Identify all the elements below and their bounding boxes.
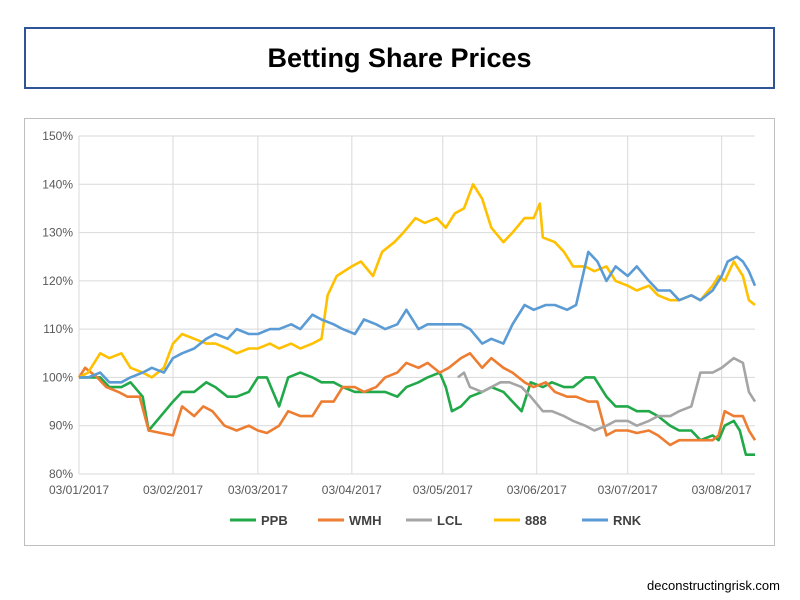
- x-tick-label: 03/01/2017: [49, 483, 109, 497]
- y-tick-label: 130%: [42, 226, 73, 240]
- chart-area: 80% 90% 100% 110% 120% 130% 140% 150% 03/01/201…: [24, 118, 775, 546]
- legend-label-wmh: WMH: [349, 513, 382, 528]
- legend-label-lcl: LCL: [437, 513, 462, 528]
- x-tick-label: 03/08/2017: [692, 483, 752, 497]
- x-tick-label: 03/06/2017: [507, 483, 567, 497]
- legend-label-ppb: PPB: [261, 513, 288, 528]
- y-tick-label: 140%: [42, 177, 73, 191]
- y-tick-label: 120%: [42, 274, 73, 288]
- series-line-lcl: [457, 356, 757, 432]
- series-line-ppb: [79, 371, 755, 456]
- series-lines: [77, 183, 757, 456]
- chart-title: Betting Share Prices: [267, 42, 532, 73]
- legend-label-rnk: RNK: [613, 513, 642, 528]
- y-tick-label: 100%: [42, 370, 73, 384]
- x-tick-label: 03/02/2017: [143, 483, 203, 497]
- series-line-rnk: [79, 250, 757, 384]
- y-tick-label: 150%: [42, 129, 73, 143]
- y-tick-label: 80%: [49, 467, 73, 481]
- legend-label-888: 888: [525, 513, 547, 528]
- series-line-wmh: [77, 352, 757, 447]
- chart-legend: PPB WMH LCL 888 RNK: [230, 513, 642, 528]
- y-tick-label: 110%: [43, 322, 73, 336]
- y-tick-label: 90%: [49, 419, 73, 433]
- y-axis-tick-labels: 80% 90% 100% 110% 120% 130% 140% 150%: [42, 129, 73, 481]
- x-axis-tick-labels: 03/01/2017 03/02/2017 03/03/2017 03/04/2017…: [49, 483, 752, 497]
- chart-title-box: Betting Share Prices: [24, 27, 775, 89]
- source-credit: deconstructingrisk.com: [647, 578, 780, 593]
- grid-lines: [78, 135, 755, 475]
- x-tick-label: 03/07/2017: [598, 483, 658, 497]
- x-tick-label: 03/04/2017: [322, 483, 382, 497]
- x-tick-label: 03/03/2017: [228, 483, 288, 497]
- x-tick-label: 03/05/2017: [413, 483, 473, 497]
- line-chart: 80% 90% 100% 110% 120% 130% 140% 150% 03/01/201…: [42, 129, 757, 528]
- series-line-888: [78, 183, 756, 379]
